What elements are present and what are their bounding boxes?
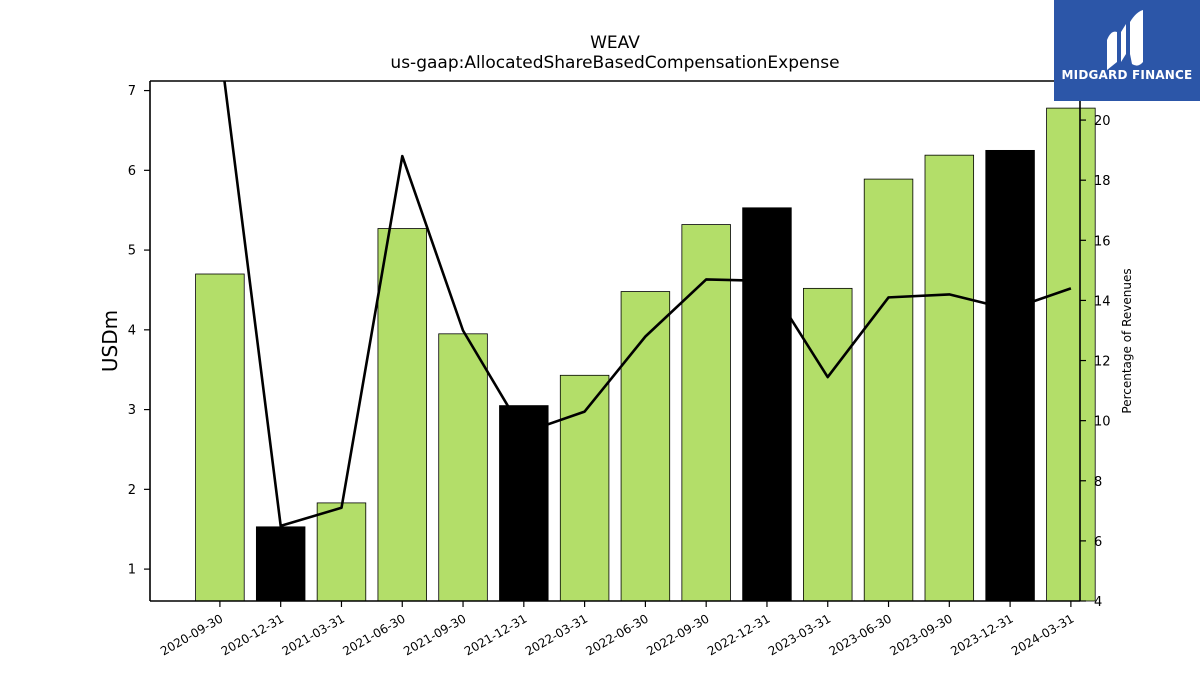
left-tick-label: 2 — [128, 483, 136, 498]
bar-2023-09-30 — [924, 154, 975, 602]
right-tick-label: 14 — [1094, 294, 1111, 309]
x-tick-label: 2021-12-31 — [462, 611, 529, 658]
right-ticks-group: 4 6 8 10 12 14 16 18 20 — [1080, 114, 1111, 610]
right-tick-label: 10 — [1094, 415, 1111, 430]
x-tick-label: 2020-09-30 — [158, 611, 225, 658]
x-tick-label: 2023-03-31 — [766, 611, 833, 658]
left-tick-label: 3 — [128, 403, 136, 418]
left-ticks-group: 1 2 3 4 5 6 7 — [128, 84, 150, 578]
bar-2023-12-31 — [985, 149, 1035, 602]
bar-2023-06-30 — [863, 178, 914, 602]
x-tick-label: 2021-09-30 — [401, 611, 468, 658]
left-tick-label: 5 — [128, 244, 136, 259]
bar-2024-03-31 — [1046, 107, 1096, 602]
axes-group — [149, 80, 1081, 602]
bar-2022-09-30 — [681, 224, 731, 602]
x-tick-label: 2021-06-30 — [340, 611, 407, 658]
x-tick-label: 2022-09-30 — [644, 611, 711, 658]
midgard-finance-logo: MIDGARD FINANCE — [1054, 0, 1200, 101]
left-tick-label: 7 — [128, 84, 136, 99]
right-tick-label: 16 — [1094, 234, 1111, 249]
chart-title: WEAV — [590, 33, 640, 53]
x-tick-label: 2020-12-31 — [219, 611, 286, 658]
bar-2021-09-30 — [438, 333, 488, 602]
left-tick-label: 6 — [128, 164, 136, 179]
line-group — [223, 81, 1072, 528]
x-tick-label: 2022-06-30 — [583, 611, 650, 658]
right-tick-label: 8 — [1094, 475, 1102, 490]
x-ticks-group: 2020-09-302020-12-312021-03-312021-06-30… — [158, 601, 1076, 658]
right-tick-label: 4 — [1094, 595, 1102, 610]
x-tick-label: 2022-12-31 — [705, 611, 772, 658]
left-tick-label: 1 — [128, 563, 136, 578]
x-tick-label: 2022-03-31 — [523, 611, 590, 658]
x-tick-label: 2021-03-31 — [280, 611, 347, 658]
chart-subtitle: us-gaap:AllocatedShareBasedCompensationE… — [390, 53, 839, 73]
bars-group — [195, 107, 1096, 602]
bar-2022-12-31 — [742, 207, 792, 602]
y-axis-label-right: Percentage of Revenues — [1120, 268, 1134, 413]
right-tick-label: 18 — [1094, 174, 1111, 189]
x-tick-label: 2023-06-30 — [827, 611, 894, 658]
logo-mark-icon — [1107, 10, 1143, 70]
x-tick-label: 2024-03-31 — [1009, 611, 1076, 658]
logo-text: MIDGARD FINANCE — [1061, 68, 1193, 82]
right-tick-label: 12 — [1094, 355, 1111, 370]
bar-2020-09-30 — [195, 273, 245, 602]
right-tick-label: 6 — [1094, 535, 1102, 550]
right-tick-label: 20 — [1094, 114, 1111, 129]
bar-2022-06-30 — [620, 291, 671, 602]
bar-2021-03-31 — [316, 502, 367, 602]
bar-2021-12-31 — [499, 405, 549, 602]
x-tick-label: 2023-12-31 — [948, 611, 1015, 658]
bar-2021-06-30 — [377, 228, 427, 602]
bar-2020-12-31 — [255, 526, 306, 602]
left-tick-label: 4 — [128, 323, 136, 338]
bar-2023-03-31 — [803, 287, 853, 602]
bar-2022-03-31 — [559, 374, 610, 602]
x-tick-label: 2023-09-30 — [887, 611, 954, 658]
percentage-line — [223, 81, 1072, 528]
y-axis-label-left: USDm — [98, 310, 122, 372]
